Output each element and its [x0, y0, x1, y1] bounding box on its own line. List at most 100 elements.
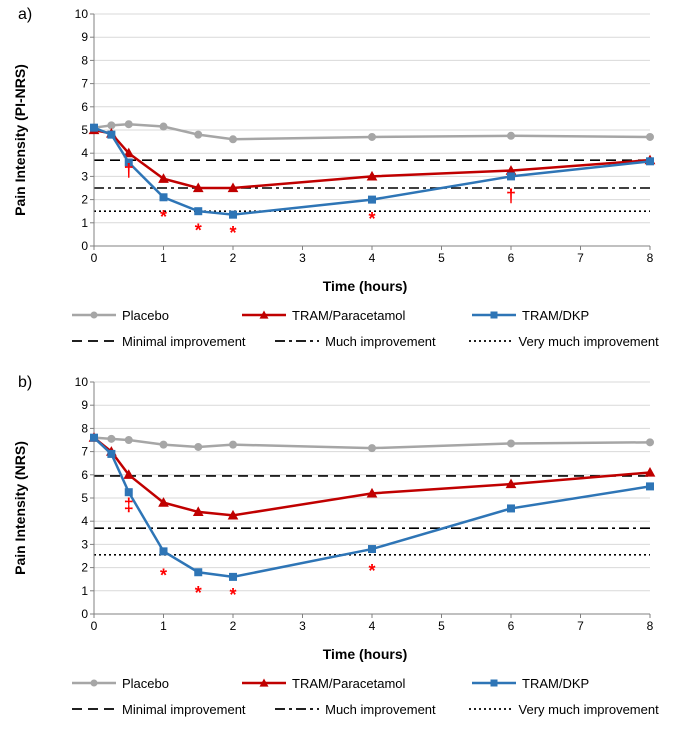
annotation-marker: †	[124, 160, 134, 180]
legend-label-placebo: Placebo	[122, 308, 169, 323]
legend-swatch-minimal	[70, 699, 118, 719]
x-tick-label: 5	[438, 619, 445, 633]
legend-label-tram_dkp: TRAM/DKP	[522, 676, 589, 691]
y-axis-title-b: Pain Intensity (NRS)	[10, 378, 30, 638]
legend-item-very: Very much improvement	[467, 331, 660, 351]
annotation-marker: †	[506, 186, 516, 206]
series-marker-tram_dkp	[195, 569, 202, 576]
series-marker-placebo	[647, 133, 654, 140]
legend-swatch-tram_dkp	[470, 305, 518, 325]
annotation-marker: *	[368, 561, 375, 581]
legend-swatch-much	[273, 331, 321, 351]
x-tick-label: 0	[91, 619, 98, 633]
series-marker-tram_dkp	[91, 124, 98, 131]
legend-swatch-tram_para	[240, 305, 288, 325]
legend-swatch-placebo	[70, 305, 118, 325]
series-marker-placebo	[108, 435, 115, 442]
plot-svg-a: 012345678910012345678†****†	[70, 10, 660, 270]
legend-swatch-tram_dkp	[470, 673, 518, 693]
legend-label-very: Very much improvement	[519, 702, 659, 717]
legend-row: Minimal improvementMuch improvementVery …	[70, 328, 660, 354]
legend-item-tram_para: TRAM/Paracetamol	[240, 305, 470, 325]
series-marker-placebo	[647, 439, 654, 446]
x-tick-label: 6	[508, 619, 515, 633]
x-tick-label: 7	[577, 251, 584, 265]
y-axis-title-a-text: Pain Intensity (PI-NRS)	[12, 64, 28, 216]
plot-area-b: 012345678910012345678‡****	[70, 378, 660, 638]
y-tick-label: 3	[81, 537, 88, 551]
legend-item-much: Much improvement	[273, 699, 466, 719]
series-marker-tram_dkp	[508, 173, 515, 180]
legend-item-minimal: Minimal improvement	[70, 331, 273, 351]
legend-label-tram_dkp: TRAM/DKP	[522, 308, 589, 323]
y-tick-label: 6	[81, 468, 88, 482]
series-marker-tram_dkp	[91, 434, 98, 441]
series-marker-placebo	[230, 441, 237, 448]
series-marker-tram_dkp	[195, 208, 202, 215]
y-tick-label: 7	[81, 77, 88, 91]
x-tick-label: 3	[299, 251, 306, 265]
legend-label-placebo: Placebo	[122, 676, 169, 691]
series-marker-placebo	[369, 445, 376, 452]
series-marker-tram_dkp	[108, 450, 115, 457]
annotation-marker: *	[195, 221, 202, 241]
plot-area-a: 012345678910012345678†****†	[70, 10, 660, 270]
y-axis-title-b-text: Pain Intensity (NRS)	[12, 441, 28, 575]
series-marker-placebo	[369, 133, 376, 140]
y-tick-label: 5	[81, 491, 88, 505]
legend-row: Placebo TRAM/Paracetamol TRAM/DKP	[70, 302, 660, 328]
page: a) Pain Intensity (PI-NRS) 0123456789100…	[0, 0, 685, 736]
y-tick-label: 10	[75, 7, 89, 21]
y-tick-label: 1	[81, 216, 88, 230]
annotation-marker: ‡	[124, 495, 134, 515]
y-tick-label: 5	[81, 123, 88, 137]
legend-item-very: Very much improvement	[467, 699, 660, 719]
plot-svg-b: 012345678910012345678‡****	[70, 378, 660, 638]
legend-item-tram_dkp: TRAM/DKP	[470, 305, 650, 325]
annotation-marker: *	[368, 209, 375, 229]
y-tick-label: 3	[81, 169, 88, 183]
y-tick-label: 9	[81, 30, 88, 44]
legend-a: Placebo TRAM/Paracetamol TRAM/DKP Minimal i…	[70, 302, 660, 362]
legend-b: Placebo TRAM/Paracetamol TRAM/DKP Minimal i…	[70, 670, 660, 730]
legend-item-placebo: Placebo	[70, 673, 240, 693]
legend-item-minimal: Minimal improvement	[70, 699, 273, 719]
annotation-marker: *	[195, 583, 202, 603]
series-marker-placebo	[508, 440, 515, 447]
legend-swatch-minimal	[70, 331, 118, 351]
legend-item-placebo: Placebo	[70, 305, 240, 325]
series-marker-tram_dkp	[647, 483, 654, 490]
series-marker-placebo	[230, 136, 237, 143]
series-marker-placebo	[195, 443, 202, 450]
y-tick-label: 6	[81, 100, 88, 114]
legend-item-tram_para: TRAM/Paracetamol	[240, 673, 470, 693]
legend-row: Placebo TRAM/Paracetamol TRAM/DKP	[70, 670, 660, 696]
annotation-marker: *	[160, 207, 167, 227]
x-tick-label: 3	[299, 619, 306, 633]
annotation-marker: *	[229, 223, 236, 243]
legend-item-tram_dkp: TRAM/DKP	[470, 673, 650, 693]
legend-swatch-tram_para	[240, 673, 288, 693]
y-tick-label: 2	[81, 193, 88, 207]
y-tick-label: 4	[81, 146, 88, 160]
series-marker-placebo	[160, 441, 167, 448]
y-tick-label: 8	[81, 421, 88, 435]
series-marker-tram_dkp	[369, 546, 376, 553]
legend-label-much: Much improvement	[325, 702, 436, 717]
panel-a: a) Pain Intensity (PI-NRS) 0123456789100…	[0, 0, 685, 368]
x-axis-title-a: Time (hours)	[70, 278, 660, 294]
x-tick-label: 7	[577, 619, 584, 633]
legend-swatch-very	[467, 331, 515, 351]
x-tick-label: 8	[647, 251, 654, 265]
x-axis-title-b: Time (hours)	[70, 646, 660, 662]
y-tick-label: 8	[81, 53, 88, 67]
x-tick-label: 8	[647, 619, 654, 633]
series-marker-tram_dkp	[108, 131, 115, 138]
series-marker-placebo	[108, 122, 115, 129]
legend-label-tram_para: TRAM/Paracetamol	[292, 308, 405, 323]
series-marker-placebo	[508, 132, 515, 139]
y-tick-label: 4	[81, 514, 88, 528]
legend-label-tram_para: TRAM/Paracetamol	[292, 676, 405, 691]
legend-label-minimal: Minimal improvement	[122, 702, 246, 717]
series-marker-placebo	[125, 437, 132, 444]
